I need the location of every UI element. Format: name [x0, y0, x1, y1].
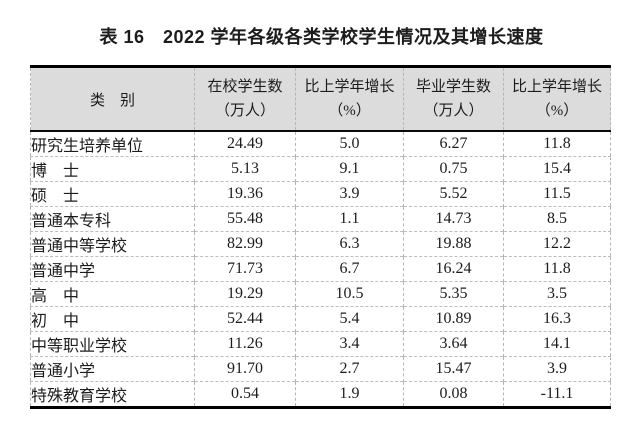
- value-cell: 71.73: [194, 256, 296, 282]
- category-cell: 初 中: [30, 306, 195, 332]
- value-cell: 11.26: [194, 331, 296, 357]
- table-row: 硕 士 19.36 3.9 5.52 11.5: [30, 181, 611, 207]
- table-row: 博 士 5.13 9.1 0.75 15.4: [30, 156, 611, 182]
- category-cell: 特殊教育学校: [30, 381, 195, 408]
- value-cell: 2.7: [295, 356, 404, 382]
- value-cell: 0.08: [403, 381, 504, 408]
- value-cell: 1.1: [295, 206, 404, 232]
- category-cell: 研究生培养单位: [31, 138, 144, 155]
- value-cell: 19.88: [403, 231, 504, 257]
- category-column-header: 类 别: [30, 66, 195, 132]
- value-cell: 5.0: [295, 131, 404, 157]
- table-row: 高 中 19.29 10.5 5.35 3.5: [30, 281, 611, 307]
- value-cell: 0.54: [194, 381, 296, 408]
- enrolled-students-column-header: 在校学生数 （万人）: [194, 66, 296, 132]
- category-cell: 高 中: [30, 281, 195, 307]
- value-cell: 52.44: [194, 306, 296, 332]
- value-cell: 19.29: [194, 281, 296, 307]
- table-row: 普通中等学校 82.99 6.3 19.88 12.2: [30, 231, 611, 257]
- value-cell: 11.8: [503, 256, 611, 282]
- table-title: 表 16 2022 学年各级各类学校学生情况及其增长速度: [99, 27, 544, 47]
- header-line2: （%）: [328, 103, 371, 119]
- category-cell: 中等职业学校: [30, 331, 195, 357]
- header-line2: （万人）: [423, 103, 484, 119]
- value-cell: -11.1: [503, 381, 611, 408]
- value-cell: 11.8: [503, 131, 611, 157]
- header-line2: （%）: [535, 103, 579, 119]
- value-cell: 0.75: [403, 156, 504, 182]
- statistics-table: 类 别 在校学生数 （万人） 比上学年增长 （%） 毕业学生数 （万人） 比上学…: [30, 65, 611, 409]
- table-row: 普通小学 91.70 2.7 15.47 3.9: [30, 356, 611, 382]
- header-line2: （万人）: [214, 103, 275, 119]
- header-line1: 比上学年增长: [304, 79, 395, 95]
- value-cell: 82.99: [194, 231, 296, 257]
- category-cell: 普通中学: [30, 256, 195, 282]
- value-cell: 91.70: [194, 356, 296, 382]
- category-cell: 普通本专科: [30, 206, 195, 232]
- value-cell: 14.73: [403, 206, 504, 232]
- header-line1: 在校学生数: [207, 79, 283, 95]
- value-cell: 24.49: [194, 131, 296, 157]
- enrolled-growth-column-header: 比上学年增长 （%）: [295, 66, 404, 132]
- graduates-column-header: 毕业学生数 （万人）: [403, 66, 504, 132]
- value-cell: 14.1: [503, 331, 611, 357]
- value-cell: 16.3: [503, 306, 611, 332]
- value-cell: 8.5: [503, 206, 611, 232]
- table-row: 普通本专科 55.48 1.1 14.73 8.5: [30, 206, 611, 232]
- value-cell: 12.2: [503, 231, 611, 257]
- table-row: 中等职业学校 11.26 3.4 3.64 14.1: [30, 331, 611, 357]
- category-cell: 普通中等学校: [30, 231, 195, 257]
- value-cell: 5.13: [194, 156, 296, 182]
- value-cell: 10.89: [403, 306, 504, 332]
- table-row: 特殊教育学校 0.54 1.9 0.08 -11.1: [30, 381, 611, 408]
- graduates-growth-column-header: 比上学年增长 （%）: [503, 66, 611, 132]
- header-line1: 比上学年增长: [511, 79, 602, 95]
- value-cell: 55.48: [194, 206, 296, 232]
- value-cell: 10.5: [295, 281, 404, 307]
- value-cell: 3.64: [403, 331, 504, 357]
- table-row: 初 中 52.44 5.4 10.89 16.3: [30, 306, 611, 332]
- value-cell: 3.9: [295, 181, 404, 207]
- value-cell: 3.9: [503, 356, 611, 382]
- table-row: 研究生培养单位 24.49 5.0 6.27 11.8: [31, 131, 611, 157]
- value-cell: 6.7: [295, 256, 404, 282]
- category-cell: 普通小学: [30, 356, 195, 382]
- value-cell: 5.4: [295, 306, 404, 332]
- value-cell: 1.9: [295, 381, 404, 408]
- value-cell: 15.4: [503, 156, 611, 182]
- header-line1: 毕业学生数: [415, 79, 491, 95]
- value-cell: 15.47: [403, 356, 504, 382]
- category-cell: 博 士: [30, 156, 195, 182]
- category-cell: 硕 士: [30, 181, 195, 207]
- table-row: 普通中学 71.73 6.7 16.24 11.8: [30, 256, 611, 282]
- value-cell: 5.35: [403, 281, 504, 307]
- value-cell: 16.24: [403, 256, 504, 282]
- value-cell: 11.5: [503, 181, 611, 207]
- value-cell: 3.5: [503, 281, 611, 307]
- header-row: 类 别 在校学生数 （万人） 比上学年增长 （%） 毕业学生数 （万人） 比上学…: [30, 66, 611, 132]
- value-cell: 6.3: [295, 231, 404, 257]
- value-cell: 6.27: [403, 131, 504, 157]
- value-cell: 5.52: [403, 181, 504, 207]
- value-cell: 9.1: [295, 156, 404, 182]
- value-cell: 19.36: [194, 181, 296, 207]
- value-cell: 3.4: [295, 331, 404, 357]
